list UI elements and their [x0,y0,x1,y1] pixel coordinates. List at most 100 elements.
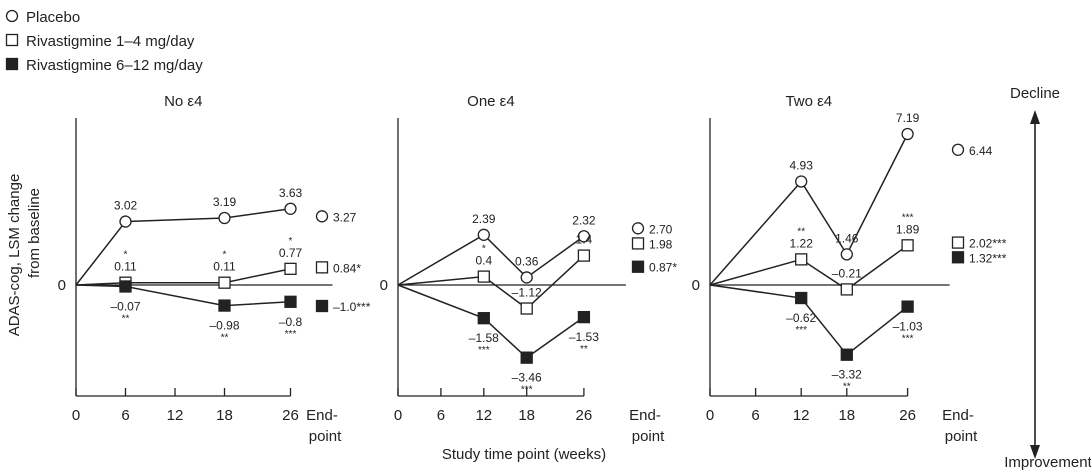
panel-1: No ε4 0 0 6 12 18 26 End-point 3.02 3.19 3.63 3.27 0… [58,93,371,445]
x-tick-label: 26 [576,407,593,424]
significance-mark: * [289,236,293,247]
series-line [397,233,585,286]
endpoint-marker [631,222,645,235]
significance-mark: *** [285,329,297,340]
panel-2: One ε4 0 0 6 12 18 26 End-point 2.39 0.36 2.32 2.70… [380,93,678,445]
data-point [119,215,132,228]
data-point [520,271,533,284]
endpoint-value-label: 2.02*** [969,237,1007,251]
series-line [397,255,585,310]
legend-label: Rivastigmine 1–4 mg/day [26,33,195,50]
data-label: 1.4 [576,233,593,247]
x-tick-label: 18 [518,407,535,424]
data-label: –0.21 [832,266,862,280]
data-point [840,348,853,361]
endpoint-marker [951,236,965,249]
data-point [284,262,297,275]
data-point [795,253,808,266]
data-label: 0.11 [213,260,236,274]
series-open-circle: 4.93 1.46 7.19 6.44 [709,111,993,286]
x-axis-title: Study time point (weeks) [442,446,606,463]
significance-mark: *** [478,345,490,356]
endpoint-value-label: 1.32*** [969,251,1007,265]
data-point [284,295,297,308]
data-label: –3.32 [832,368,862,382]
data-label: 4.93 [790,158,814,172]
x-tick-label: 6 [437,407,445,424]
panel-title: One ε4 [467,93,515,110]
direction-indicator: Decline Improvement [1004,85,1091,471]
endpoint-marker [315,299,329,313]
series-open-circle: 2.39 0.36 2.32 2.70 [397,212,673,286]
y-zero-label: 0 [380,277,388,294]
endpoint-marker [315,210,329,223]
significance-mark: * [482,244,486,255]
data-point [840,283,853,296]
endpoint-marker [631,237,645,250]
data-label: –1.58 [469,331,499,345]
data-point [520,302,533,315]
y-zero-label: 0 [58,277,66,294]
endpoint-value-label: 0.84* [333,261,361,275]
series-line [709,244,909,291]
data-label: –0.98 [209,319,239,333]
x-tick-label: 26 [282,407,299,424]
series-line [75,208,291,286]
data-label: 3.19 [213,195,237,209]
significance-mark: *** [521,385,533,396]
data-point [577,249,591,262]
y-zero-label: 0 [692,277,700,294]
endpoint-value-label: 2.70 [649,222,673,236]
data-label: 3.63 [279,186,303,200]
data-point [577,230,591,243]
x-tick-label: 0 [706,407,714,424]
data-label: 1.89 [896,222,920,236]
significance-mark: ** [580,344,588,355]
panel-title: No ε4 [164,93,202,110]
data-label: 3.02 [114,199,138,213]
arrow-up-icon [1030,110,1040,124]
data-point [477,270,490,283]
data-label: 1.22 [790,236,814,250]
endpoint-marker [951,251,965,264]
endpoint-marker [315,261,329,274]
data-label: 7.19 [896,111,920,125]
significance-mark: * [223,250,227,261]
data-label: 0.11 [114,260,137,274]
panel-3: Two ε4 0 0 6 12 18 26 End-point 4.93 1.46 7.19 6.44… [692,93,1007,445]
data-point [795,175,808,188]
legend-marker-filled-square [5,57,19,71]
series-line [397,284,585,359]
data-point [901,300,914,313]
endpoint-tick-label: point [632,428,665,445]
x-tick-label: 18 [838,407,855,424]
data-label: 2.32 [572,213,596,227]
data-point [218,211,231,225]
x-tick-label: 0 [72,407,80,424]
arrow-down-icon [1030,445,1040,459]
data-point [577,310,591,324]
data-label: 0.36 [515,254,539,268]
series-line [709,133,909,286]
significance-mark: *** [902,334,914,345]
significance-mark: ** [122,313,130,324]
data-label: 1.46 [835,231,859,245]
significance-mark: *** [795,325,807,336]
panels: No ε4 0 0 6 12 18 26 End-point 3.02 3.19 3.63 3.27 0… [58,93,1007,445]
series-line [75,284,291,307]
endpoint-tick-label: End- [306,407,338,424]
data-point [284,202,297,215]
x-tick-label: 26 [899,407,916,424]
x-tick-label: 12 [167,407,184,424]
x-tick-label: 0 [394,407,402,424]
data-point [840,248,853,261]
series-filled-square: –1.58***–3.46***–1.53**0.87* [397,260,677,396]
significance-mark: ** [221,333,229,344]
legend-label: Rivastigmine 6–12 mg/day [26,57,203,74]
data-label: –0.8 [279,315,303,329]
endpoint-tick-label: point [945,428,978,445]
data-label: 0.4 [475,254,492,268]
x-tick-label: 12 [793,407,810,424]
series-open-circle: 3.02 3.19 3.63 3.27 [75,186,357,286]
